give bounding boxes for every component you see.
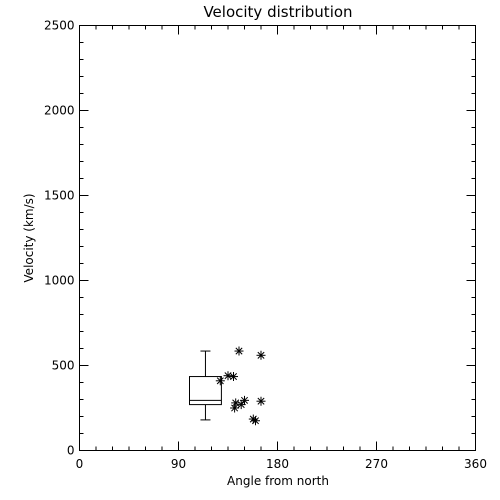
y-axis-label: Velocity (km/s) (22, 193, 36, 282)
y-tick-label: 0 (67, 444, 75, 458)
x-tick-label: 0 (76, 457, 84, 471)
data-point (256, 350, 266, 360)
x-tick-label: 270 (365, 457, 388, 471)
data-point (234, 346, 244, 356)
chart-title: Velocity distribution (203, 3, 352, 21)
velocity-boxplot (189, 350, 222, 421)
data-point (256, 396, 266, 406)
data-point (251, 416, 260, 426)
x-tick-labels: 0 90 180 270 360 (76, 457, 487, 471)
data-point (240, 395, 249, 405)
y-tick-labels: 0 500 1000 1500 2000 2500 (44, 19, 75, 458)
data-point-stroke (229, 373, 238, 381)
data-point (236, 400, 246, 410)
axis-ticks (79, 25, 476, 451)
data-points (215, 346, 266, 426)
y-tick-label: 500 (52, 359, 75, 373)
plot-frame (79, 25, 476, 451)
data-point-stroke (231, 404, 239, 412)
x-axis-label: Angle from north (227, 474, 329, 488)
y-tick-label: 2000 (44, 104, 75, 118)
data-point-stroke (257, 351, 265, 359)
data-point-stroke (251, 417, 260, 425)
x-tick-label: 360 (464, 457, 487, 471)
data-point-stroke (237, 401, 245, 409)
x-tick-label: 180 (266, 457, 289, 471)
y-tick-label: 2500 (44, 19, 75, 33)
data-point (230, 403, 240, 413)
data-point-stroke (257, 397, 265, 405)
data-point-stroke (240, 396, 249, 404)
x-tick-label: 90 (171, 457, 186, 471)
data-point-stroke (216, 377, 224, 385)
data-point (215, 376, 225, 386)
data-point-stroke (235, 347, 243, 355)
y-tick-label: 1500 (44, 189, 75, 203)
data-point (231, 398, 241, 408)
data-point-stroke (232, 399, 240, 407)
data-point (229, 372, 238, 382)
y-tick-label: 1000 (44, 274, 75, 288)
